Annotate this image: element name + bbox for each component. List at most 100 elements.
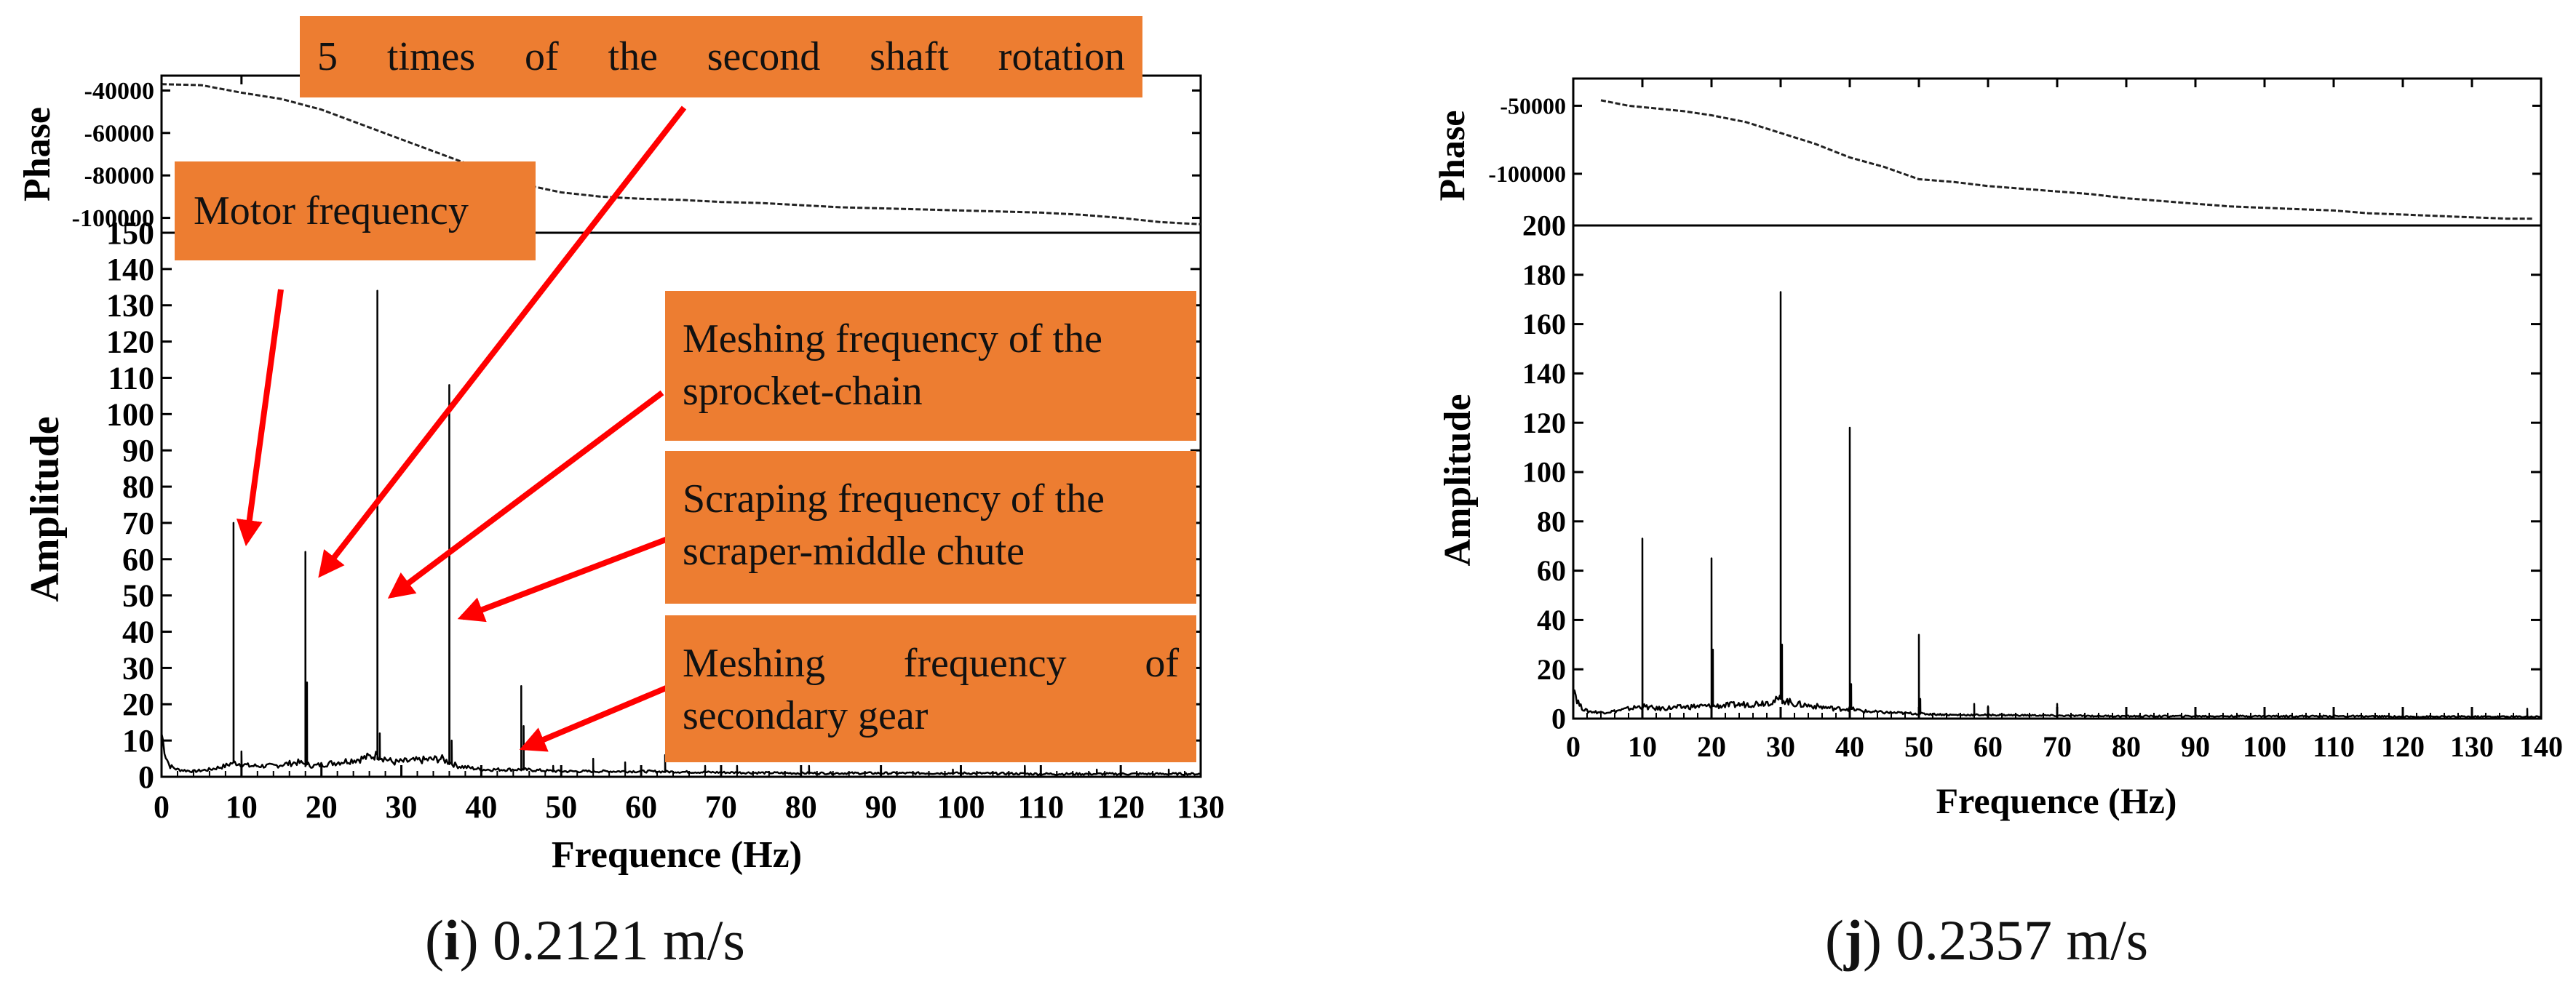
caption-j: (j) 0.2357 m/s xyxy=(1825,908,2149,972)
chart-j-xtick-label: 40 xyxy=(1835,730,1864,763)
chart-i-xtick-label: 130 xyxy=(1177,789,1225,825)
chart-i-amplitude-spectrum xyxy=(160,289,1201,776)
chart-i-phase-curve xyxy=(161,83,1201,225)
chart-j-ytick-label: 20 xyxy=(1537,653,1566,686)
chart-j-x-axis-title: Frequence (Hz) xyxy=(1936,780,2177,821)
chart-i-phase-tick-label: -80000 xyxy=(84,163,154,190)
chart-j: -50000-100000 Phase 02040608010012014016… xyxy=(1431,77,2563,821)
chart-i-xtick-label: 120 xyxy=(1097,789,1145,825)
chart-i-ytick-label: 0 xyxy=(138,759,154,795)
chart-j-ytick-label: 200 xyxy=(1522,209,1566,242)
chart-j-phase-frame xyxy=(1572,77,2543,227)
chart-i-ytick-label: 40 xyxy=(122,614,154,650)
chart-j-phase-tick-label: -50000 xyxy=(1500,92,1566,119)
chart-i-ytick-label: 70 xyxy=(122,506,154,541)
chart-j-ytick-label: 100 xyxy=(1522,456,1566,489)
annotation-motor-frequency: Motor frequency xyxy=(175,161,536,260)
caption-i: (i) 0.2121 m/s xyxy=(425,908,745,972)
chart-i-phase-panel: -40000 -60000 -80000 -100000 Phase xyxy=(17,74,1202,234)
chart-j-phase-tick-label: -100000 xyxy=(1488,161,1566,187)
chart-j-ytick-label: 40 xyxy=(1537,604,1566,636)
chart-i-xtick-label: 10 xyxy=(226,789,258,825)
chart-i: -40000-60000-80000-100000 Phase 01020304… xyxy=(17,74,1225,876)
chart-j-amplitude-panel: 0 20 40 60 80 100 120 140 160 180 200 0 10 20 30 40 50 6… xyxy=(1437,79,2563,821)
annotation-scraper-middle-chute: Scraping frequency of the scraper-middle… xyxy=(665,451,1196,604)
chart-j-ytick-label: 60 xyxy=(1537,554,1566,587)
chart-i-ytick-label: 130 xyxy=(106,288,154,324)
chart-i-annotation-arrow-2 xyxy=(387,390,664,599)
chart-i-annotation-arrow-1 xyxy=(236,289,284,547)
chart-i-xtick-label: 30 xyxy=(386,789,418,825)
chart-j-x-axis-ticks: 0 10 20 30 40 50 60 70 80 90 100 110 120 130 140 xyxy=(1566,79,2563,763)
chart-i-ytick-label: 80 xyxy=(122,469,154,505)
chart-i-annotation-arrow-3 xyxy=(457,535,671,623)
chart-i-phase-tick-label: -60000 xyxy=(84,120,154,147)
chart-j-xtick-label: 90 xyxy=(2181,730,2210,763)
chart-j-xtick-label: 80 xyxy=(2112,730,2141,763)
chart-j-amplitude-frame xyxy=(1572,224,2543,720)
chart-i-xtick-label: 100 xyxy=(937,789,985,825)
annotation-secondary-gear: Meshing frequency of secondary gear xyxy=(665,615,1196,762)
chart-i-amplitude-ylabel: Amplitude xyxy=(23,416,68,602)
chart-i-ytick-label: 60 xyxy=(122,542,154,578)
chart-i-x-axis-ticks: 0 10 20 30 40 50 60 70 80 90 100 110 120 130 xyxy=(154,76,1225,825)
chart-j-phase-curve xyxy=(1600,99,2535,220)
chart-i-xtick-label: 70 xyxy=(705,789,737,825)
chart-i-xtick-label: 60 xyxy=(625,789,657,825)
chart-j-phase-ticks: -50000 -100000 xyxy=(1488,92,2541,187)
chart-j-xtick-label: 20 xyxy=(1697,730,1726,763)
chart-i-ytick-label: 150 xyxy=(106,215,154,251)
annotation-sprocket-chain: Meshing frequency of the sprocket-chain xyxy=(665,291,1196,441)
chart-j-ytick-label: 180 xyxy=(1522,258,1566,291)
chart-j-ytick-label: 80 xyxy=(1537,505,1566,538)
chart-j-ytick-label: 140 xyxy=(1522,357,1566,390)
chart-j-xtick-label: 50 xyxy=(1904,730,1933,763)
chart-j-xtick-label: 30 xyxy=(1766,730,1795,763)
chart-j-ytick-label: 0 xyxy=(1551,703,1566,735)
chart-i-xtick-label: 90 xyxy=(865,789,897,825)
chart-j-xtick-label: 10 xyxy=(1628,730,1657,763)
chart-j-xtick-label: 100 xyxy=(2243,730,2286,763)
chart-i-xtick-label: 110 xyxy=(1018,789,1065,825)
chart-i-ytick-label: 110 xyxy=(108,360,154,396)
chart-i-ytick-label: 30 xyxy=(122,650,154,686)
annotation-second-shaft-rotation: 5 times of the second shaft rotation xyxy=(300,16,1142,97)
chart-i-annotation-arrow-4 xyxy=(519,684,671,752)
chart-i-xtick-label: 0 xyxy=(154,789,170,825)
chart-j-ytick-label: 120 xyxy=(1522,407,1566,439)
chart-i-annotation-arrow-0 xyxy=(318,105,687,578)
chart-i-ytick-label: 50 xyxy=(122,578,154,614)
chart-j-amplitude-spectrum xyxy=(1572,291,2540,719)
chart-i-xtick-label: 40 xyxy=(465,789,497,825)
chart-i-ytick-label: 90 xyxy=(122,433,154,468)
chart-i-x-axis-title: Frequence (Hz) xyxy=(552,834,802,876)
chart-i-ytick-label: 10 xyxy=(122,723,154,759)
chart-i-ytick-label: 20 xyxy=(122,687,154,722)
chart-j-amplitude-ylabel: Amplitude xyxy=(1437,394,1479,567)
chart-i-xtick-label: 80 xyxy=(785,789,817,825)
chart-j-xtick-label: 110 xyxy=(2313,730,2355,763)
chart-j-xtick-label: 130 xyxy=(2450,730,2494,763)
chart-j-phase-panel: -50000 -100000 Phase xyxy=(1431,77,2543,227)
chart-i-xtick-label: 50 xyxy=(545,789,577,825)
chart-j-xtick-label: 70 xyxy=(2043,730,2072,763)
chart-i-phase-ticks: -40000 -60000 -80000 -100000 xyxy=(72,78,1201,232)
chart-j-xtick-label: 60 xyxy=(1973,730,2003,763)
chart-i-phase-ylabel: Phase xyxy=(17,107,58,201)
chart-i-annotation-arrows xyxy=(236,105,687,752)
chart-i-ytick-label: 100 xyxy=(106,396,154,432)
chart-j-y-axis-ticks: 0 20 40 60 80 100 120 140 160 180 200 xyxy=(1522,209,2541,735)
chart-j-ytick-label: 160 xyxy=(1522,308,1566,340)
chart-i-xtick-label: 20 xyxy=(306,789,338,825)
chart-i-phase-tick-label: -100000 xyxy=(72,205,154,232)
chart-j-xtick-label: 120 xyxy=(2381,730,2425,763)
chart-i-phase-tick-label: -40000 xyxy=(84,78,154,105)
chart-j-phase-ylabel: Phase xyxy=(1431,111,1472,201)
chart-i-ytick-label: 120 xyxy=(106,324,154,360)
chart-j-xtick-label: 0 xyxy=(1566,730,1581,763)
chart-i-ytick-label: 140 xyxy=(106,252,154,287)
chart-j-xtick-label: 140 xyxy=(2519,730,2563,763)
